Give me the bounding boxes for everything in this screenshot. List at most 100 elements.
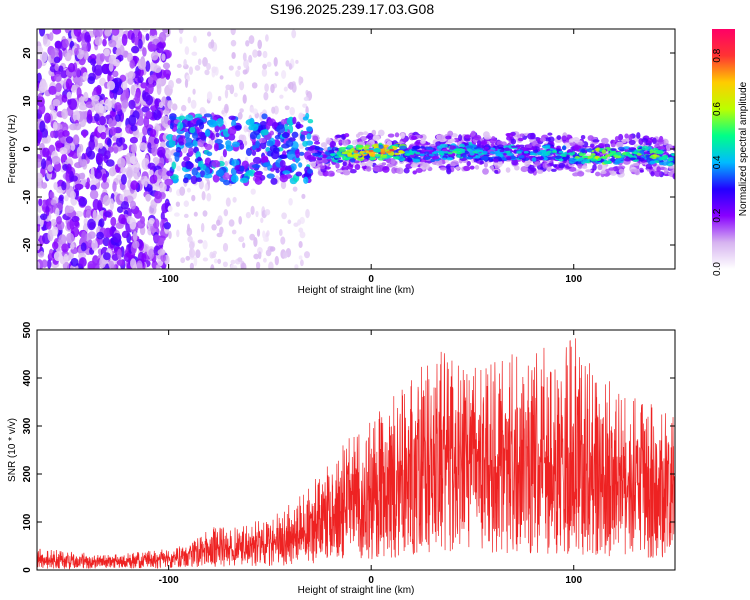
heatmap-cell (129, 155, 138, 165)
heatmap-cell (102, 38, 107, 47)
heatmap-y-axis: -20 -10 0 10 20 (22, 47, 675, 252)
heatmap-cell (117, 248, 122, 260)
heatmap-cell (203, 173, 213, 179)
heatmap-cell (38, 198, 43, 207)
heatmap-cell (158, 101, 164, 109)
heatmap-cell (58, 234, 67, 245)
heatmap-cell (298, 112, 304, 121)
heatmap-cell (499, 149, 505, 153)
heatmap-cell (613, 154, 619, 158)
heatmap-cell (53, 251, 63, 262)
heatmap-cell (492, 158, 499, 163)
heatmap-cell (37, 223, 41, 233)
heatmap-cell (634, 168, 641, 176)
heatmap-cell (325, 153, 331, 156)
heatmap-cell (84, 31, 91, 43)
heatmap-cell (628, 154, 633, 158)
heatmap-cell (43, 112, 51, 124)
heatmap-cell (419, 146, 425, 149)
heatmap-cell (652, 137, 657, 145)
heatmap-cell (306, 126, 313, 132)
heatmap-cell (489, 151, 495, 154)
heatmap-cell (261, 68, 268, 77)
heatmap-cell (53, 56, 61, 64)
heatmap-cell (321, 158, 329, 164)
heatmap-cell (152, 174, 158, 183)
heatmap-cell (347, 154, 353, 157)
heatmap-cell (126, 52, 133, 63)
heatmap-cell (187, 235, 193, 243)
heatmap-cell (61, 94, 68, 103)
heatmap-cell (130, 32, 136, 44)
heatmap-cell (89, 189, 99, 200)
snr-y-axis-label: SNR (10 * v/v) (7, 418, 18, 482)
heatmap-cell (130, 258, 137, 269)
heatmap-cell (37, 172, 43, 183)
x-tick-label: 100 (565, 274, 582, 285)
heatmap-cell (210, 264, 215, 269)
heatmap-cell (573, 144, 580, 151)
heatmap-cell (495, 153, 501, 156)
heatmap-cell (291, 131, 299, 138)
heatmap-cell (230, 29, 236, 36)
heatmap-cell (112, 232, 122, 243)
heatmap-cell (52, 241, 59, 250)
heatmap-cell (256, 50, 262, 57)
heatmap-cell (641, 145, 649, 151)
heatmap-cell (217, 258, 222, 265)
heatmap-cell (497, 160, 503, 167)
heatmap-cell (446, 167, 452, 175)
heatmap-cell (558, 150, 564, 154)
heatmap-cell (266, 173, 275, 179)
heatmap-cell (190, 175, 198, 185)
heatmap-cell (223, 103, 229, 114)
heatmap-cell (155, 123, 160, 131)
heatmap-cell (185, 255, 191, 261)
heatmap-cell (242, 94, 247, 104)
heatmap-cell (239, 236, 245, 242)
heatmap-cell (280, 180, 287, 190)
heatmap-cell (141, 252, 147, 263)
heatmap-cell (391, 167, 397, 174)
heatmap-cell (39, 120, 46, 133)
heatmap-cell (279, 159, 286, 168)
heatmap-cell (334, 155, 340, 159)
heatmap-cell (227, 133, 236, 141)
heatmap-cell (262, 63, 268, 70)
heatmap-cell (197, 156, 202, 162)
heatmap-cell (190, 99, 197, 109)
heatmap-cell (179, 186, 186, 196)
heatmap-cell (121, 230, 130, 239)
heatmap-cell (168, 157, 173, 163)
colorbar-ticks: 0.0 0.2 0.4 0.6 0.8 (712, 48, 723, 276)
heatmap-cell (168, 79, 174, 90)
heatmap-cell (199, 107, 206, 114)
heatmap-cell (103, 211, 112, 218)
heatmap-cell (298, 151, 305, 156)
heatmap-cell (42, 34, 48, 45)
heatmap-cell (237, 65, 241, 71)
heatmap-cell (289, 106, 295, 116)
heatmap-cell (92, 94, 100, 102)
heatmap-cell (295, 59, 299, 64)
heatmap-cell (368, 149, 374, 153)
heatmap-cell (377, 129, 385, 137)
heatmap-cell (178, 141, 185, 146)
heatmap-cell (215, 132, 220, 138)
heatmap-cell (282, 170, 291, 175)
heatmap-cell (428, 153, 434, 157)
heatmap-cell (195, 177, 203, 183)
heatmap-cell (649, 160, 656, 165)
heatmap-cell (618, 133, 624, 141)
heatmap-cell (191, 167, 199, 176)
heatmap-cell (143, 115, 150, 128)
heatmap-cell (250, 123, 259, 131)
heatmap-cell (74, 220, 80, 227)
heatmap-cell (280, 236, 286, 245)
heatmap-cell (148, 169, 154, 176)
heatmap-cell (129, 200, 137, 210)
heatmap-cell (231, 141, 241, 148)
heatmap-cell (211, 224, 217, 231)
heatmap-cell (137, 75, 144, 84)
x-tick-label: 0 (368, 575, 374, 586)
